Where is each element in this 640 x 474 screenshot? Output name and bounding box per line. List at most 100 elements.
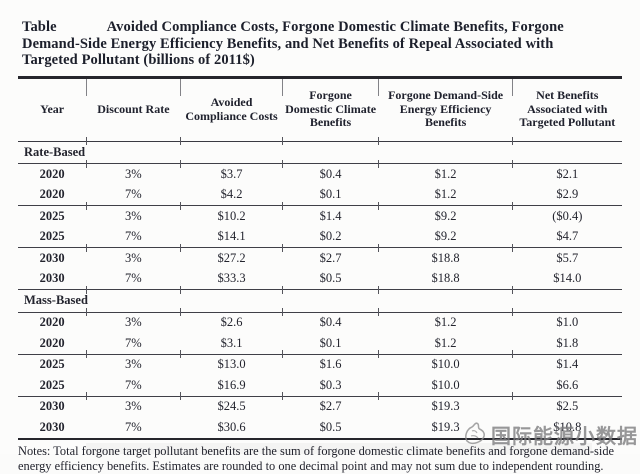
section-row-filler (378, 141, 514, 167)
year-cell: 2020 (18, 184, 88, 210)
section-row-filler (86, 289, 182, 315)
value-cell: 3% (125, 208, 142, 223)
table-row: 2025 3% $10.2 $1.4 $9.2 ($0.4) (18, 206, 622, 227)
value-cell: $5.7 (556, 250, 579, 265)
value-cell: $30.6 (180, 417, 283, 440)
section-row-filler (180, 141, 284, 167)
watermark-text: 国际能源小数据 (491, 423, 638, 448)
value-cell: $10.0 (431, 357, 460, 371)
year-cell: 2020 (18, 333, 88, 358)
watermark: 国际能源小数据 (460, 418, 638, 450)
value-cell: $0.1 (282, 184, 380, 210)
value-cell: $27.2 (217, 250, 246, 265)
year-cell: 2025 (39, 357, 65, 371)
value-cell: $1.2 (434, 315, 457, 329)
table-row: 2030 3% $27.2 $2.7 $18.8 $5.7 (18, 248, 622, 269)
value-cell: $1.2 (378, 184, 514, 210)
value-cell: $2.7 (319, 399, 342, 413)
year-cell: 2030 (18, 268, 88, 294)
table-row: 2030 7% $33.3 $0.5 $18.8 $14.0 (18, 268, 622, 294)
value-cell: $1.2 (434, 166, 457, 181)
value-cell: $0.4 (319, 166, 342, 181)
table-row: 2025 3% $13.0 $1.6 $10.0 $1.4 (18, 354, 622, 375)
value-cell: $18.8 (378, 268, 514, 294)
column-header: Net Benefits Associated with Targeted Po… (512, 77, 622, 142)
year-cell: 2030 (39, 399, 65, 413)
value-cell: $1.6 (319, 357, 342, 371)
column-header: Year (18, 77, 88, 143)
value-cell: $2.9 (512, 184, 622, 206)
value-cell: 3% (125, 357, 142, 371)
value-cell: $10.2 (217, 208, 246, 223)
value-cell: 7% (86, 417, 181, 440)
value-cell: $4.2 (180, 184, 284, 210)
value-cell: $3.7 (220, 166, 243, 181)
section-row-filler (86, 141, 182, 167)
section-row-filler (282, 289, 380, 315)
table-row: 2020 3% $2.6 $0.4 $1.2 $1.0 (18, 312, 622, 333)
value-cell: $2.1 (556, 166, 579, 181)
table-row: 2025 7% $14.1 $0.2 $9.2 $4.7 (18, 226, 622, 252)
table-title-label: Table (22, 19, 57, 35)
table-body: Rate-Based 2020 3% $3.7 $0.4 $1.2 $2.1 2020 7% $4… (18, 141, 622, 440)
value-cell: 3% (125, 399, 142, 413)
year-cell: 2025 (18, 375, 88, 400)
value-cell: $2.5 (556, 399, 579, 413)
value-cell: $2.6 (220, 315, 243, 329)
column-header: Discount Rate (85, 77, 182, 143)
table-title-text: Avoided Compliance Costs, Forgone Domest… (22, 19, 564, 68)
value-cell: $13.0 (217, 357, 246, 371)
section-label: Mass-Based (18, 289, 88, 315)
value-cell: 7% (86, 184, 182, 210)
section-row: Rate-Based (18, 141, 622, 167)
section-row-filler (282, 141, 380, 167)
column-header: Forgone Domestic Climate Benefits (282, 77, 380, 143)
column-header: Avoided Compliance Costs (179, 77, 284, 143)
year-cell: 2025 (18, 226, 88, 252)
value-cell: $14.0 (512, 268, 622, 290)
value-cell: ($0.4) (552, 208, 583, 223)
section-row-filler (512, 141, 622, 164)
table-row: 2025 7% $16.9 $0.3 $10.0 $6.6 (18, 375, 622, 400)
year-cell: 2025 (39, 208, 65, 223)
value-cell: 3% (125, 250, 142, 265)
value-cell: $9.2 (434, 208, 457, 223)
column-header: Forgone Demand-Side Energy Efficiency Be… (378, 77, 514, 143)
section-label: Rate-Based (18, 141, 88, 167)
value-cell: $24.5 (217, 399, 246, 413)
value-cell: $14.1 (180, 226, 284, 252)
value-cell: $19.3 (378, 417, 513, 440)
value-cell: $0.2 (282, 226, 380, 252)
value-cell: 7% (86, 375, 182, 400)
value-cell: $3.1 (180, 333, 284, 358)
table-header: Year Discount Rate Avoided Compliance Cost… (18, 77, 622, 143)
value-cell: $9.2 (378, 226, 514, 252)
hand-doodle-icon (465, 422, 485, 445)
value-cell: $18.8 (431, 250, 460, 265)
value-cell: $33.3 (180, 268, 284, 294)
year-cell: 2020 (39, 166, 65, 181)
value-cell: $19.3 (431, 399, 460, 413)
year-cell: 2030 (18, 417, 87, 440)
value-cell: $2.7 (319, 250, 342, 265)
value-cell: $16.9 (180, 375, 284, 400)
value-cell: 7% (86, 333, 182, 358)
section-row-filler (180, 289, 284, 315)
value-cell: 3% (125, 166, 142, 181)
value-cell: 7% (86, 268, 182, 294)
value-cell: $1.0 (556, 315, 579, 329)
section-row: Mass-Based (18, 289, 622, 315)
value-cell: $0.4 (319, 315, 342, 329)
value-cell: $1.4 (319, 208, 342, 223)
value-cell: $1.4 (556, 357, 579, 371)
value-cell: 7% (86, 226, 182, 252)
table-row: 2020 7% $4.2 $0.1 $1.2 $2.9 (18, 184, 622, 210)
data-table: Year Discount Rate Avoided Compliance Cost… (18, 75, 622, 440)
table-row: 2020 7% $3.1 $0.1 $1.2 $1.8 (18, 333, 622, 358)
table-row: 2030 7% $30.6 $0.5 $19.3 $10.8 (18, 417, 622, 440)
document-page: Table Avoided Compliance Costs, Forgone D… (18, 19, 638, 473)
value-cell: $1.2 (378, 333, 514, 358)
table-row: 2030 3% $24.5 $2.7 $19.3 $2.5 (18, 396, 622, 417)
value-cell: $4.7 (512, 226, 622, 248)
table-row: 2020 3% $3.7 $0.4 $1.2 $2.1 (18, 164, 622, 185)
